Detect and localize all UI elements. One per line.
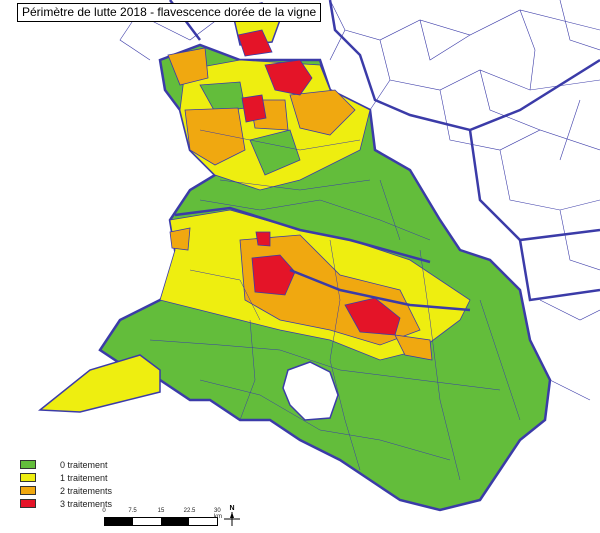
legend-label: 2 traitements (60, 485, 113, 496)
map-title: Périmètre de lutte 2018 - flavescence do… (17, 3, 322, 22)
zone-1-traitement-west (37, 354, 161, 413)
legend-item: 0 traitement (20, 458, 112, 471)
legend-item: 2 traitements (20, 484, 112, 497)
scale-bar: 0 7.5 15 22.5 30 km (102, 508, 222, 526)
zone-3-traitements (344, 297, 401, 336)
zone-2-traitements (169, 227, 191, 251)
zone-2-traitements (167, 47, 209, 86)
north-arrow-icon: N (222, 505, 242, 527)
scale-tick: 22.5 (183, 508, 196, 514)
zone-2-traitements (184, 107, 246, 166)
legend-item: 3 traitements (20, 497, 112, 510)
zone-3-traitements (255, 231, 271, 247)
zone-3-traitements (241, 94, 267, 123)
scale-tick: 15 (157, 508, 165, 514)
scale-tick: 7.5 (128, 508, 137, 514)
river-lines (174, 206, 471, 312)
commune-lines (149, 129, 521, 481)
etang-de-berre (282, 361, 339, 421)
zone-3-traitements (237, 29, 273, 57)
legend-label: 3 traitements (60, 498, 113, 509)
legend-item: 1 traitement (20, 471, 112, 484)
zone-3-traitements (264, 59, 313, 96)
north-label: N (229, 505, 235, 512)
legend-swatch (20, 486, 36, 495)
zone-2-traitements (394, 334, 433, 361)
legend-swatch (20, 460, 36, 469)
scale-tick: 0 (102, 508, 106, 514)
legend-label: 0 traitement (60, 459, 108, 470)
legend-swatch (20, 473, 36, 482)
zone-2-traitements (289, 89, 356, 136)
legend-label: 1 traitement (60, 472, 108, 483)
legend: 0 traitement 1 traitement 2 traitements … (20, 458, 112, 510)
legend-swatch (20, 499, 36, 508)
zone-3-traitements (251, 254, 296, 296)
scale-tick: 30 km (214, 508, 222, 520)
zone-0-traitement-patch (249, 129, 301, 176)
